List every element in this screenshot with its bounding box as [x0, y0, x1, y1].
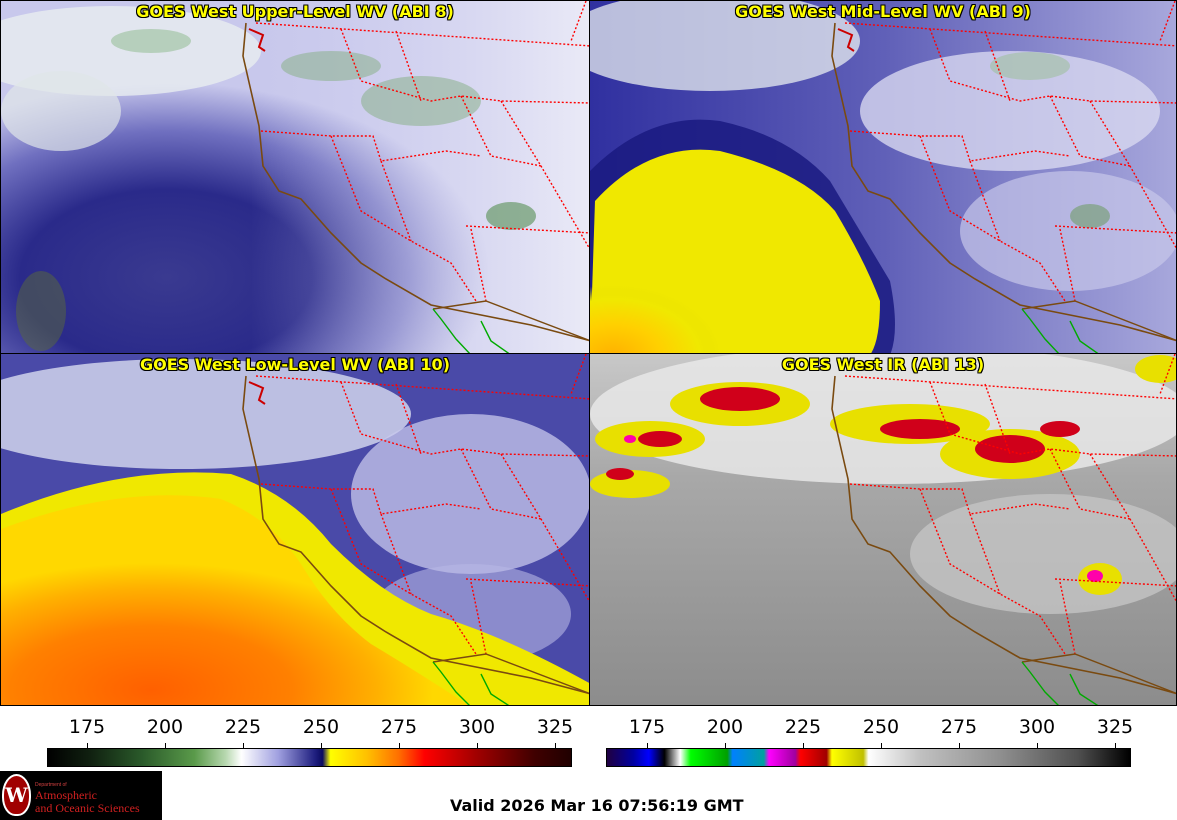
panel-title-ir: GOES West IR (ABI 13) — [781, 355, 985, 374]
ir-tick-mark — [725, 743, 726, 749]
ir-tick-mark — [647, 743, 648, 749]
wv-tick-label: 300 — [458, 716, 496, 738]
wv-tick-label: 175 — [68, 716, 106, 738]
valid-time: Valid 2026 Mar 16 07:56:19 GMT — [450, 796, 744, 815]
panel-title-upper-level-wv: GOES West Upper-Level WV (ABI 8) — [136, 2, 454, 21]
low-level-wv-image — [1, 354, 589, 705]
wv-scale-labels: 175 200 225 250 275 300 325 — [0, 716, 590, 749]
wv-tick-mark — [555, 743, 556, 749]
wv-tick-mark — [477, 743, 478, 749]
wv-tick-label: 250 — [302, 716, 340, 738]
panel-ir: GOES West IR (ABI 13) — [589, 353, 1177, 706]
ir-tick-mark — [881, 743, 882, 749]
wv-tick-mark — [165, 743, 166, 749]
ir-tick-label: 275 — [940, 716, 978, 738]
ir-scale-labels: 175 200 225 250 275 300 325 — [0, 716, 1177, 749]
ir-tick-label: 175 — [628, 716, 666, 738]
upper-level-wv-image — [1, 1, 589, 353]
panel-title-mid-level-wv: GOES West Mid-Level WV (ABI 9) — [735, 2, 1031, 21]
ir-tick-mark — [803, 743, 804, 749]
wv-colorbar — [47, 748, 572, 767]
wv-tick-label: 225 — [224, 716, 262, 738]
logo-dept-text: Department of — [35, 782, 67, 788]
ir-tick-label: 300 — [1018, 716, 1056, 738]
ir-tick-label: 250 — [862, 716, 900, 738]
ir-image — [590, 354, 1176, 705]
wv-tick-mark — [87, 743, 88, 749]
wv-tick-label: 275 — [380, 716, 418, 738]
panel-title-low-level-wv: GOES West Low-Level WV (ABI 10) — [139, 355, 450, 374]
ir-tick-mark — [1115, 743, 1116, 749]
ir-tick-mark — [959, 743, 960, 749]
panel-mid-level-wv: GOES West Mid-Level WV (ABI 9) — [589, 0, 1177, 354]
panel-low-level-wv: GOES West Low-Level WV (ABI 10) — [0, 353, 590, 706]
wv-tick-label: 200 — [146, 716, 184, 738]
wv-tick-label: 325 — [536, 716, 574, 738]
ir-tick-label: 225 — [784, 716, 822, 738]
mid-level-wv-image — [590, 1, 1176, 353]
wv-tick-mark — [243, 743, 244, 749]
ir-colorbar — [606, 748, 1131, 767]
logo-line1: Atmospheric — [35, 788, 97, 802]
wv-tick-mark — [399, 743, 400, 749]
uw-seal-icon: W — [2, 774, 31, 816]
ir-tick-label: 200 — [706, 716, 744, 738]
ir-tick-label: 325 — [1096, 716, 1134, 738]
logo-line2: and Oceanic Sciences — [35, 801, 140, 815]
aos-logo[interactable]: W Department of Atmospheric and Oceanic … — [0, 771, 162, 820]
wv-tick-mark — [321, 743, 322, 749]
panel-upper-level-wv: GOES West Upper-Level WV (ABI 8) — [0, 0, 590, 354]
ir-tick-mark — [1037, 743, 1038, 749]
